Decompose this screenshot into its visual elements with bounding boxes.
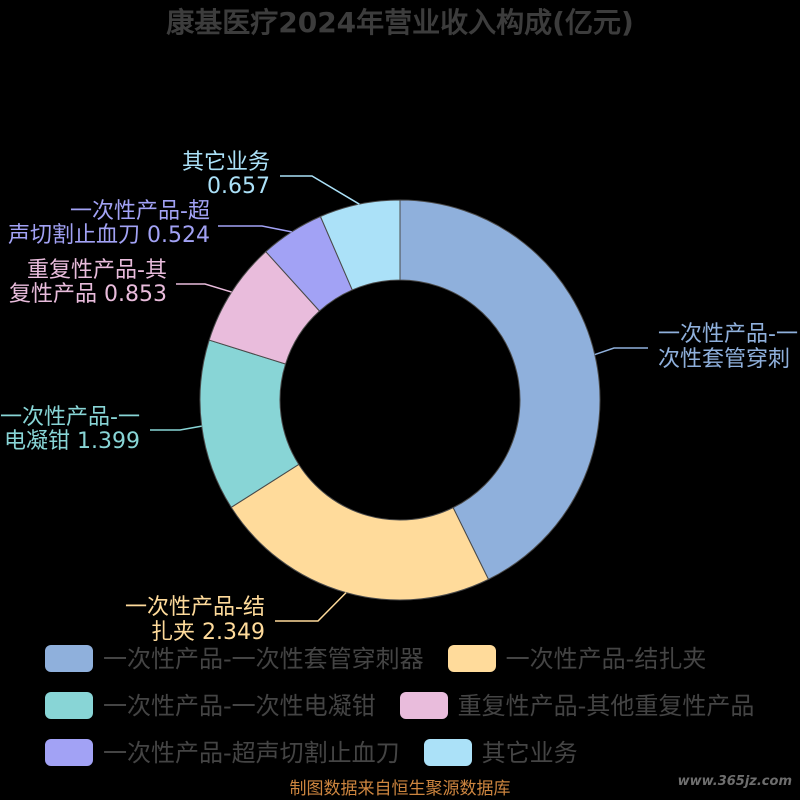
legend-swatch xyxy=(45,692,93,719)
leader-line-ultrasonic-scalpel xyxy=(218,225,292,233)
slice-label-ultrasonic-scalpel: 一次性产品-超 xyxy=(70,199,210,224)
legend-label: 其它业务 xyxy=(481,738,578,767)
legend-swatch xyxy=(399,692,448,719)
slice-label-other-business: 0.657 xyxy=(207,174,270,199)
legend-item-trocar: 一次性产品-一次性套管穿刺器 xyxy=(45,645,424,673)
leader-line-trocar xyxy=(594,347,648,356)
slice-label-other-reusable: 重复性产品-其 xyxy=(27,258,167,283)
legend-label: 一次性产品-一次性电凝钳 xyxy=(103,691,376,720)
legend-label: 一次性产品-结扎夹 xyxy=(505,644,707,673)
legend-row: 一次性产品-一次性电凝钳 重复性产品-其他重复性产品 xyxy=(45,682,800,729)
leader-line-other-reusable xyxy=(176,283,232,293)
leader-line-other-business xyxy=(280,175,360,205)
legend-item-electrocoagulation-forceps: 一次性产品-一次性电凝钳 xyxy=(45,692,376,720)
slice-label-electrocoagulation-forceps: 电凝钳 1.399 xyxy=(4,429,140,454)
pie-slice-ligation-clip xyxy=(230,463,490,601)
slice-label-other-business: 其它业务 xyxy=(182,150,270,175)
legend-label: 一次性产品-一次性套管穿刺器 xyxy=(103,644,424,673)
legend-item-other-business: 其它业务 xyxy=(423,738,578,767)
legend-label: 重复性产品-其他重复性产品 xyxy=(457,691,755,720)
slice-label-trocar: 次性套管穿刺 xyxy=(658,347,790,372)
legend-label: 一次性产品-超声切割止血刀 xyxy=(103,738,400,767)
slice-label-ultrasonic-scalpel: 声切割止血刀 0.524 xyxy=(8,223,210,248)
legend-swatch xyxy=(45,645,93,672)
legend-item-other-reusable: 重复性产品-其他重复性产品 xyxy=(399,691,755,720)
chart-title: 康基医疗2024年营业收入构成(亿元) xyxy=(166,6,634,39)
leader-line-ligation-clip xyxy=(275,592,347,622)
label-leader-lines xyxy=(150,175,648,622)
slice-label-ligation-clip: 扎夹 2.349 xyxy=(151,620,265,645)
slice-label-ligation-clip: 一次性产品-结 xyxy=(125,595,265,620)
legend-item-ultrasonic-scalpel: 一次性产品-超声切割止血刀 xyxy=(45,739,400,767)
slice-label-trocar: 一次性产品-一 xyxy=(658,322,798,347)
watermark: www.365jz.com xyxy=(677,774,792,789)
data-source-note: 制图数据来自恒生聚源数据库 xyxy=(289,779,511,799)
legend-row: 一次性产品-超声切割止血刀 其它业务 xyxy=(45,729,800,776)
leader-line-electrocoagulation-forceps xyxy=(150,425,202,431)
pie-slice-trocar xyxy=(399,199,601,581)
slice-label-other-reusable: 复性产品 0.853 xyxy=(9,282,167,307)
legend: 一次性产品-一次性套管穿刺器 一次性产品-结扎夹 一次性产品-一次性电凝钳 重复… xyxy=(45,635,800,776)
legend-row: 一次性产品-一次性套管穿刺器 一次性产品-结扎夹 xyxy=(45,635,800,682)
donut-slices xyxy=(199,199,601,601)
legend-item-ligation-clip: 一次性产品-结扎夹 xyxy=(447,644,707,673)
legend-swatch xyxy=(423,739,472,766)
legend-swatch xyxy=(447,645,496,672)
slice-label-electrocoagulation-forceps: 一次性产品-一 xyxy=(0,405,140,430)
legend-swatch xyxy=(45,739,93,766)
pie-slice-other-business xyxy=(319,199,401,291)
